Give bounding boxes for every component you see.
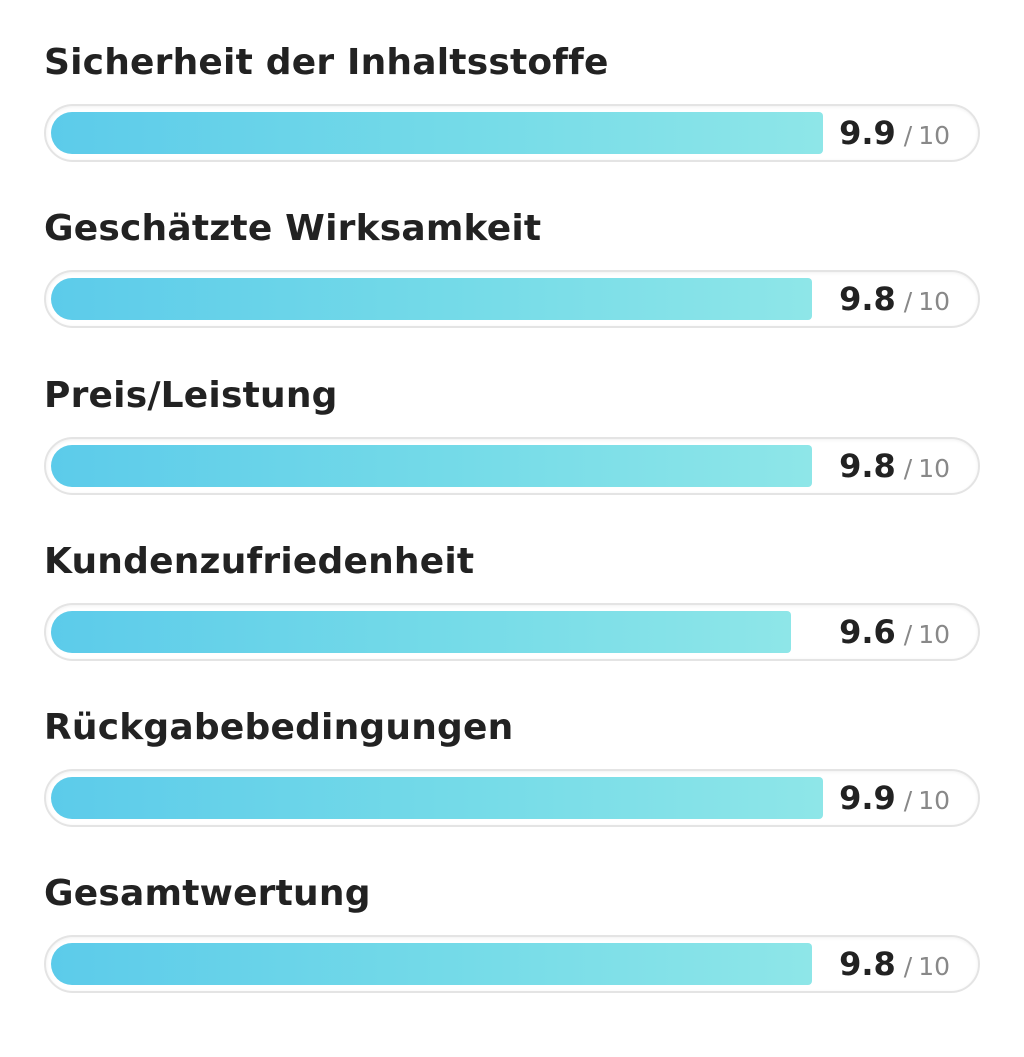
- rating-score: 9.6: [839, 613, 896, 651]
- rating-score-display: 9.6/10: [839, 605, 950, 659]
- rating-label: Sicherheit der Inhaltsstoffe: [44, 42, 609, 83]
- rating-score-display: 9.8/10: [839, 439, 950, 493]
- rating-separator: /: [903, 952, 913, 981]
- rating-row-return-policy: Rückgabebedingungen 9.9/10: [44, 703, 980, 843]
- rating-max: 10: [918, 620, 950, 649]
- rating-bar-fill: [51, 112, 823, 154]
- rating-bar-track: 9.8/10: [44, 437, 980, 495]
- rating-score: 9.8: [839, 447, 896, 485]
- rating-score-display: 9.9/10: [839, 771, 950, 825]
- rating-label: Rückgabebedingungen: [44, 707, 514, 748]
- rating-bar-track: 9.8/10: [44, 935, 980, 993]
- rating-bar-fill: [51, 943, 813, 985]
- rating-row-customer-satisfaction: Kundenzufriedenheit 9.6/10: [44, 537, 980, 677]
- rating-max: 10: [918, 121, 950, 150]
- rating-separator: /: [903, 786, 913, 815]
- rating-label: Kundenzufriedenheit: [44, 541, 475, 582]
- rating-row-ingredient-safety: Sicherheit der Inhaltsstoffe 9.9/10: [44, 38, 980, 178]
- rating-bar-fill: [51, 777, 823, 819]
- rating-row-estimated-effectiveness: Geschätzte Wirksamkeit 9.8/10: [44, 204, 980, 344]
- rating-score-display: 9.9/10: [839, 106, 950, 160]
- rating-score: 9.9: [839, 779, 896, 817]
- rating-score: 9.9: [839, 114, 896, 152]
- rating-row-price-performance: Preis/Leistung 9.8/10: [44, 371, 980, 511]
- rating-row-overall: Gesamtwertung 9.8/10: [44, 869, 980, 1009]
- rating-score: 9.8: [839, 945, 896, 983]
- rating-max: 10: [918, 287, 950, 316]
- rating-bar-fill: [51, 445, 813, 487]
- rating-label: Gesamtwertung: [44, 873, 371, 914]
- rating-max: 10: [918, 952, 950, 981]
- rating-bar-track: 9.6/10: [44, 603, 980, 661]
- rating-separator: /: [903, 121, 913, 150]
- rating-label: Geschätzte Wirksamkeit: [44, 208, 542, 249]
- rating-bar-fill: [51, 611, 791, 653]
- rating-bar-track: 9.8/10: [44, 270, 980, 328]
- rating-separator: /: [903, 287, 913, 316]
- rating-score-display: 9.8/10: [839, 937, 950, 991]
- rating-bar-track: 9.9/10: [44, 769, 980, 827]
- rating-separator: /: [903, 454, 913, 483]
- rating-score-display: 9.8/10: [839, 272, 950, 326]
- rating-separator: /: [903, 620, 913, 649]
- rating-bar-fill: [51, 278, 813, 320]
- rating-label: Preis/Leistung: [44, 375, 338, 416]
- rating-bar-track: 9.9/10: [44, 104, 980, 162]
- rating-max: 10: [918, 454, 950, 483]
- rating-score: 9.8: [839, 280, 896, 318]
- rating-max: 10: [918, 786, 950, 815]
